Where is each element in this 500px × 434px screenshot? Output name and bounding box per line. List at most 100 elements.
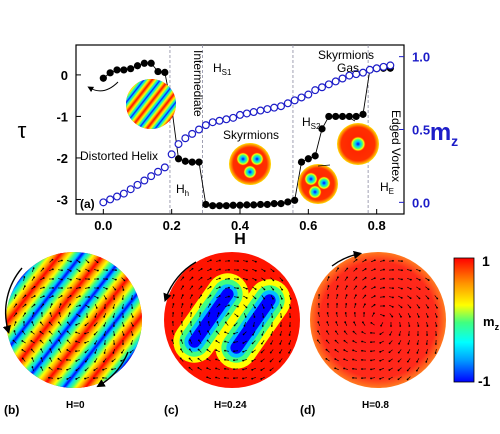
spin-arrow-head [103, 307, 106, 309]
x-axis-label: H [234, 231, 246, 248]
spin-arrow-head [112, 307, 115, 309]
spin-arrow-head [280, 297, 283, 300]
spin-arrow-head [400, 296, 403, 299]
spin-arrow-head [120, 351, 123, 354]
spin-arrow-head [344, 312, 347, 314]
spin-arrow-head [75, 323, 78, 326]
spin-arrow-head [272, 279, 275, 282]
spin-arrow-head [88, 278, 90, 281]
panel-caption-c: H=0.24 [214, 400, 247, 411]
spin-arrow-head [123, 279, 126, 282]
spin-arrow-head [68, 312, 71, 315]
spin-arrow-head [409, 278, 412, 281]
spin-arrow-head [182, 285, 184, 288]
spin-arrow-head [75, 369, 78, 372]
spin-arrow-head [103, 324, 106, 327]
x-ticks: 0.0 0.2 0.4 0.6 0.8 [94, 209, 386, 233]
spin-arrow-head [84, 360, 87, 363]
spin-arrow-head [31, 366, 34, 368]
spin-arrow-head [105, 287, 108, 290]
spin-arrow-head [370, 321, 373, 324]
spin-arrow-head [93, 333, 96, 336]
spin-arrow-head [66, 368, 69, 371]
tau-data-point [120, 66, 128, 74]
spin-arrow-head [75, 340, 77, 343]
spin-arrow-head [418, 279, 421, 281]
spin-arrow-head [336, 285, 339, 288]
spin-arrow-head [190, 312, 193, 314]
spin-arrow-head [79, 304, 81, 307]
spin-arrow-head [87, 261, 90, 264]
mz-data-point [318, 83, 327, 92]
spin-arrow-head [242, 377, 244, 380]
spin-arrow-head [271, 316, 274, 318]
spin-arrow-head [354, 303, 357, 305]
spin-arrow-head [373, 312, 375, 315]
mz-data-point [263, 105, 272, 114]
y-tick-label-right: 0.5 [412, 123, 430, 138]
spin-arrow-head [96, 261, 99, 264]
spin-arrow-head [40, 348, 42, 351]
spin-arrow-head [12, 339, 15, 342]
spin-arrow-head [317, 330, 319, 333]
tau-data-point [229, 201, 237, 209]
spin-arrow-head [191, 294, 193, 297]
spin-arrow-head [343, 339, 346, 342]
spin-arrow-head [336, 294, 339, 296]
spin-arrow-head [172, 303, 175, 305]
spin-arrow-head [120, 359, 123, 362]
spin-arrow-head [370, 359, 372, 362]
spin-arrow-head [132, 324, 134, 327]
spin-arrow-head [97, 287, 99, 289]
spin-arrow-head [364, 259, 367, 261]
spin-arrow-head [355, 285, 358, 288]
mz-data-point [338, 74, 347, 83]
tau-data-point [188, 158, 196, 166]
panel-label-d: (d) [300, 403, 315, 417]
spin-arrow-head [112, 352, 115, 354]
spin-arrow-head [253, 316, 256, 318]
spin-arrow-head [252, 325, 255, 327]
spin-arrow-head [392, 269, 394, 271]
spin-arrow-head [103, 315, 106, 318]
spin-arrow-head [263, 297, 266, 300]
spin-arrow-head [121, 298, 124, 300]
spin-arrow-head [111, 360, 114, 363]
spin-arrow-head [39, 330, 42, 333]
spin-arrow-head [397, 351, 400, 354]
spin-arrow-head [388, 378, 391, 380]
spin-arrow-head [401, 269, 403, 272]
spin-arrow-head [353, 312, 356, 314]
spin-arrow-head [383, 268, 385, 271]
spin-arrow-head [70, 260, 72, 263]
tau-data-point [263, 200, 271, 209]
spin-arrow-head [21, 330, 24, 333]
tau-data-point [304, 155, 312, 163]
spin-arrow-head [362, 321, 364, 324]
spin-arrow-head [281, 288, 283, 291]
spin-arrow-head [180, 339, 183, 342]
annotation-h-h: Hh [176, 182, 189, 198]
spin-arrow-head [237, 278, 239, 281]
spin-arrow-head [426, 325, 429, 327]
spin-arrow-head [269, 369, 272, 372]
tau-data-point [222, 202, 230, 210]
spin-arrow-head [289, 316, 292, 318]
spin-arrow-head [42, 277, 45, 279]
x-tick-label: 0.6 [299, 218, 317, 233]
panel-b: (b) H=0 [2, 252, 142, 417]
spin-arrow-head [279, 325, 282, 327]
spin-arrow-head [392, 278, 394, 280]
y-tick-label-left: -1 [56, 109, 68, 124]
spin-arrow-head [352, 376, 354, 379]
spin-arrow-head [30, 348, 33, 351]
spin-arrow-head [206, 358, 209, 360]
tau-data-point [297, 158, 306, 166]
spin-arrow-head [42, 295, 45, 298]
spin-arrow-head [343, 358, 346, 361]
spin-arrow-head [23, 321, 25, 323]
spin-arrow-head [392, 296, 394, 299]
spin-arrow-head [373, 286, 376, 289]
spin-arrow-head [131, 334, 134, 336]
spin-arrow-head [94, 351, 97, 354]
